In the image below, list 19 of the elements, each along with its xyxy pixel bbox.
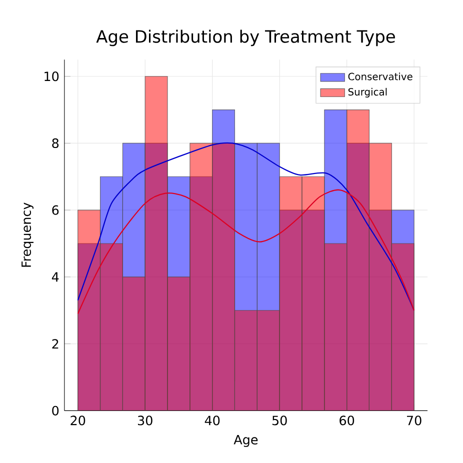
x-tick-label: 40 — [204, 416, 220, 426]
x-axis-title: Age — [234, 435, 258, 447]
line-series — [77, 189, 415, 314]
y-tick-label: 4 — [52, 272, 59, 282]
x-tick-label: 20 — [70, 416, 86, 426]
y-tick-label: 2 — [52, 339, 58, 349]
x-tick-label: 30 — [138, 416, 152, 426]
x-tick-label: 70 — [407, 416, 422, 426]
chart-title: Age Distribution by Treatment Type — [96, 30, 395, 46]
y-tick-label: 8 — [52, 138, 59, 148]
line-series — [77, 142, 415, 311]
legend-label: Conservative — [348, 72, 412, 80]
x-tick-label: 60 — [340, 416, 354, 426]
y-tick-label: 6 — [52, 205, 59, 215]
y-tick-label: 10 — [44, 72, 59, 82]
x-tick-label: 50 — [272, 416, 287, 426]
legend-label: Surgical — [348, 88, 387, 98]
y-tick-label: 0 — [52, 406, 59, 416]
y-axis-title: Frequency — [22, 202, 34, 267]
